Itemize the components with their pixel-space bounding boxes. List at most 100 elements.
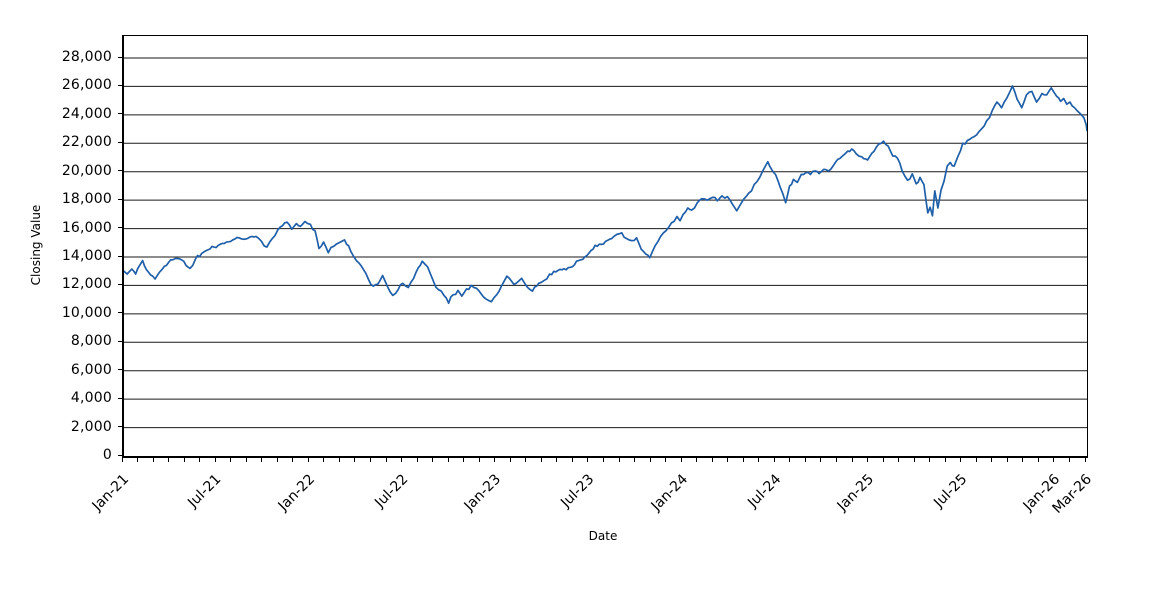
x-tick-mark [1068, 457, 1070, 462]
x-tick-mark [152, 457, 154, 462]
y-tick-mark [118, 170, 123, 172]
x-tick-mark [121, 457, 123, 462]
y-tick-mark [118, 56, 123, 58]
x-tick-mark [820, 457, 822, 462]
y-tick-label: 12,000 [61, 276, 112, 293]
x-tick-mark [603, 457, 604, 462]
x-tick-mark [323, 457, 325, 462]
x-tick-mark [447, 457, 449, 462]
y-tick-mark [118, 227, 123, 229]
x-tick-mark [618, 457, 620, 462]
x-tick-mark [540, 457, 542, 462]
x-tick-mark [230, 457, 232, 462]
x-tick-mark [944, 457, 946, 462]
x-tick-mark [338, 457, 340, 462]
x-tick-label: Jul-24 [744, 471, 785, 511]
x-tick-mark [261, 457, 263, 462]
y-tick-mark [118, 426, 123, 428]
x-tick-mark [556, 457, 558, 462]
x-tick-mark [696, 457, 698, 462]
y-tick-label: 2,000 [70, 418, 112, 435]
y-tick-mark [118, 255, 123, 257]
x-tick-mark [137, 457, 139, 462]
x-tick-label: Jul-25 [930, 471, 971, 511]
series-closing-value [124, 85, 1087, 305]
x-tick-mark [835, 457, 837, 462]
x-tick-label: Jan-25 [834, 471, 878, 515]
x-tick-mark [867, 457, 869, 462]
x-tick-mark [370, 457, 372, 462]
x-tick-mark [634, 457, 636, 462]
y-tick-mark [118, 454, 123, 456]
x-axis-title: Date [588, 529, 618, 543]
x-tick-mark [494, 457, 496, 462]
x-tick-mark [478, 457, 480, 462]
x-tick-mark [276, 457, 278, 462]
y-tick-label: 0 [102, 447, 112, 463]
x-tick-mark [929, 457, 931, 462]
x-tick-mark [991, 457, 993, 462]
y-tick-label: 6,000 [70, 361, 112, 378]
y-tick-label: 28,000 [61, 49, 112, 65]
x-tick-mark [1006, 457, 1008, 462]
x-tick-mark [416, 457, 418, 462]
x-tick-mark [525, 457, 527, 462]
y-tick-mark [118, 283, 123, 285]
x-tick-mark [789, 457, 791, 462]
x-tick-mark [307, 457, 309, 462]
y-tick-mark [118, 113, 123, 115]
plot-area [122, 35, 1088, 458]
x-tick-mark [649, 457, 651, 462]
x-tick-mark [913, 457, 915, 462]
x-tick-mark [1037, 457, 1039, 462]
x-tick-mark [851, 457, 853, 462]
x-tick-label: Jul-22 [371, 471, 412, 511]
x-tick-mark [804, 457, 806, 462]
x-tick-mark [183, 457, 185, 462]
x-tick-label: Jan-22 [275, 471, 319, 515]
x-tick-mark [571, 457, 573, 462]
y-tick-label: 22,000 [61, 134, 112, 151]
x-tick-mark [711, 457, 713, 462]
y-tick-mark [118, 369, 123, 371]
x-tick-mark [758, 457, 760, 462]
y-tick-mark [118, 198, 123, 200]
x-tick-mark [432, 457, 434, 462]
x-tick-label: Jul-21 [185, 471, 225, 511]
x-tick-mark [463, 457, 465, 462]
x-tick-mark [680, 457, 682, 462]
closing-value-line-chart [124, 57, 1087, 429]
x-tick-mark [354, 457, 356, 462]
x-tick-mark [882, 457, 884, 462]
y-tick-label: 18,000 [61, 191, 112, 208]
x-tick-mark [742, 457, 744, 462]
x-tick-mark [385, 457, 387, 462]
gridlines [124, 57, 1087, 429]
x-tick-mark [509, 457, 511, 462]
x-tick-label: Jan-21 [88, 471, 132, 515]
y-tick-label: 20,000 [61, 162, 112, 179]
y-tick-label: 14,000 [61, 248, 112, 264]
y-tick-label: 8,000 [70, 333, 112, 350]
y-tick-label: 10,000 [61, 304, 112, 321]
x-tick-mark [587, 457, 589, 462]
x-tick-mark [199, 457, 201, 462]
y-tick-label: 24,000 [61, 105, 112, 122]
x-tick-mark [214, 457, 216, 462]
x-tick-mark [727, 457, 729, 462]
y-tick-label: 16,000 [61, 219, 112, 236]
y-tick-mark [118, 312, 123, 314]
y-axis-title: Closing Value [29, 204, 43, 286]
x-tick-mark [773, 457, 775, 462]
x-tick-mark [1022, 457, 1024, 462]
y-tick-mark [118, 84, 123, 86]
x-tick-mark [292, 457, 294, 462]
x-tick-mark [168, 457, 170, 462]
x-tick-mark [898, 457, 900, 462]
x-tick-label: Jul-23 [558, 471, 598, 511]
x-tick-mark [1053, 457, 1055, 462]
y-tick-label: 26,000 [61, 77, 112, 94]
y-tick-mark [118, 141, 123, 143]
